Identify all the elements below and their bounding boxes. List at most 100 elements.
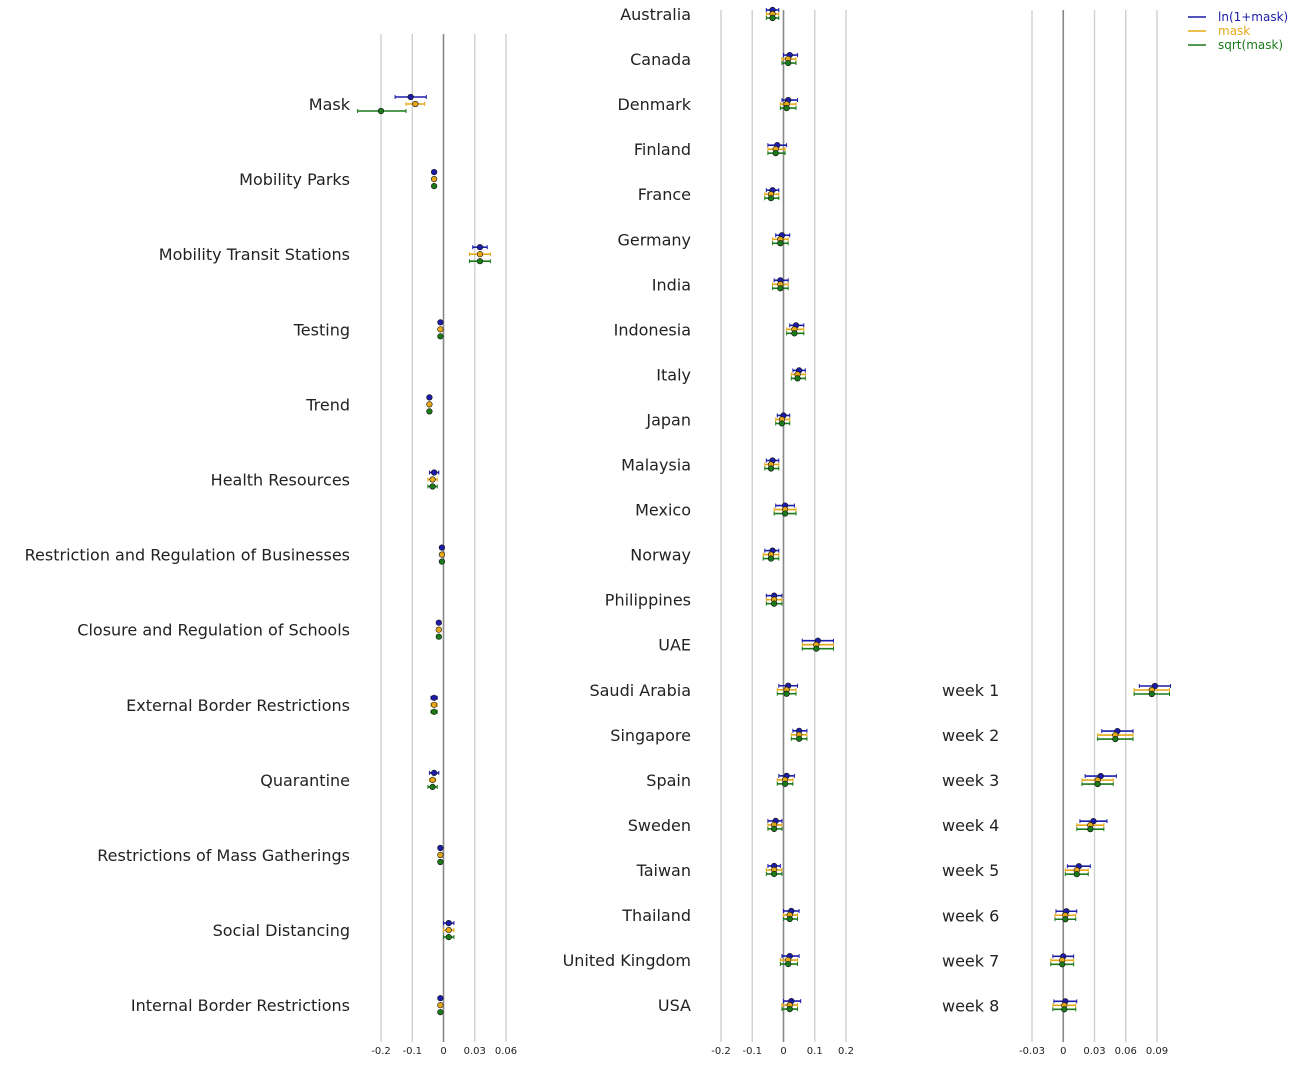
data-point [431, 176, 438, 183]
data-point [771, 870, 778, 878]
data-point [1059, 961, 1066, 968]
category-label: Malaysia [621, 456, 691, 475]
category-label: Restrictions of Mass Gatherings [97, 846, 350, 865]
data-point [412, 100, 419, 108]
category-label: Australia [620, 5, 691, 24]
data-point [781, 510, 789, 517]
data-point [438, 551, 446, 558]
data-point [771, 600, 778, 607]
x-tick-label: -0.1 [402, 1046, 422, 1057]
category-label: Spain [646, 771, 691, 790]
data-point [813, 645, 820, 652]
panel-3: -0.03 0 0.03 0.06 0.09 week 1 week 2 week 3 week… [942, 10, 1172, 1057]
category-label: Quarantine [260, 771, 350, 790]
data-point [476, 244, 484, 251]
data-point [791, 330, 798, 337]
category-label: Germany [617, 230, 691, 249]
data-point [437, 333, 444, 340]
category-label: week 2 [942, 726, 999, 745]
category-label: Testing [293, 320, 350, 339]
x-tick-label: 0.06 [1115, 1046, 1137, 1057]
category-label: External Border Restrictions [126, 696, 350, 715]
data-point [431, 708, 438, 715]
category-label: Thailand [621, 906, 691, 925]
category-label: Japan [645, 410, 691, 429]
category-label: Mobility Transit Stations [159, 245, 350, 264]
legend-label: sqrt(mask) [1218, 38, 1283, 52]
category-label: Taiwan [636, 861, 691, 880]
category-label: Philippines [605, 591, 691, 610]
category-label: Indonesia [614, 320, 691, 339]
data-point [377, 107, 385, 115]
data-point [796, 735, 803, 742]
data-point [431, 169, 438, 176]
x-tick-label: -0.2 [711, 1046, 731, 1057]
data-point [1073, 871, 1080, 878]
data-point [431, 769, 438, 777]
category-label: Saudi Arabia [589, 681, 691, 700]
data-point [437, 858, 444, 866]
data-point [1151, 682, 1159, 690]
data-point [786, 1005, 793, 1013]
category-label: India [652, 275, 691, 294]
category-label: UAE [658, 636, 691, 655]
data-point [429, 483, 436, 490]
x-tick-label: 0 [1060, 1046, 1066, 1057]
data-point [429, 776, 436, 784]
legend-label: ln(1+mask) [1218, 10, 1288, 24]
x-tick-label: 0.1 [807, 1046, 823, 1057]
data-point [785, 59, 792, 67]
category-label: USA [658, 996, 691, 1015]
data-point [476, 251, 484, 258]
data-point [777, 285, 784, 292]
category-label: Health Resources [211, 471, 350, 490]
category-label: week 7 [942, 951, 999, 970]
data-point [438, 558, 446, 565]
data-point [794, 375, 801, 382]
data-point [786, 915, 793, 923]
data-point [783, 104, 790, 112]
category-label: week 3 [942, 771, 999, 790]
data-point [767, 555, 775, 562]
category-label: week 5 [942, 861, 999, 880]
data-point [435, 626, 442, 633]
data-point [431, 469, 438, 476]
category-label: Social Distancing [213, 921, 350, 940]
data-point [769, 14, 776, 22]
data-point [1094, 780, 1101, 788]
data-point [437, 326, 444, 333]
category-label: France [638, 185, 691, 204]
data-point [767, 465, 775, 472]
data-point [435, 633, 442, 640]
data-point [1090, 818, 1097, 825]
data-point [435, 619, 442, 626]
category-label: Canada [630, 50, 691, 69]
data-point [445, 933, 452, 941]
category-label: Internal Border Restrictions [131, 996, 350, 1015]
x-tick-label: 0 [440, 1046, 446, 1057]
data-point [437, 995, 444, 1002]
data-point [476, 258, 484, 265]
data-point [767, 195, 775, 202]
category-label: Sweden [628, 816, 691, 835]
x-tick-label: 0.2 [838, 1046, 854, 1057]
category-label: week 8 [942, 996, 999, 1015]
category-label: Mexico [635, 501, 691, 520]
data-point [429, 783, 436, 791]
data-point [437, 1009, 444, 1016]
data-point [431, 183, 438, 190]
data-point [437, 851, 444, 859]
data-point [1061, 1006, 1068, 1013]
category-label: Finland [634, 140, 691, 159]
data-point [445, 919, 452, 927]
category-label: week 6 [942, 906, 999, 925]
data-point [1062, 916, 1069, 923]
data-point [1087, 826, 1094, 833]
x-tick-label: 0 [780, 1046, 786, 1057]
category-label: United Kingdom [563, 951, 691, 970]
data-point [426, 408, 433, 415]
x-tick-label: 0.09 [1146, 1046, 1168, 1057]
